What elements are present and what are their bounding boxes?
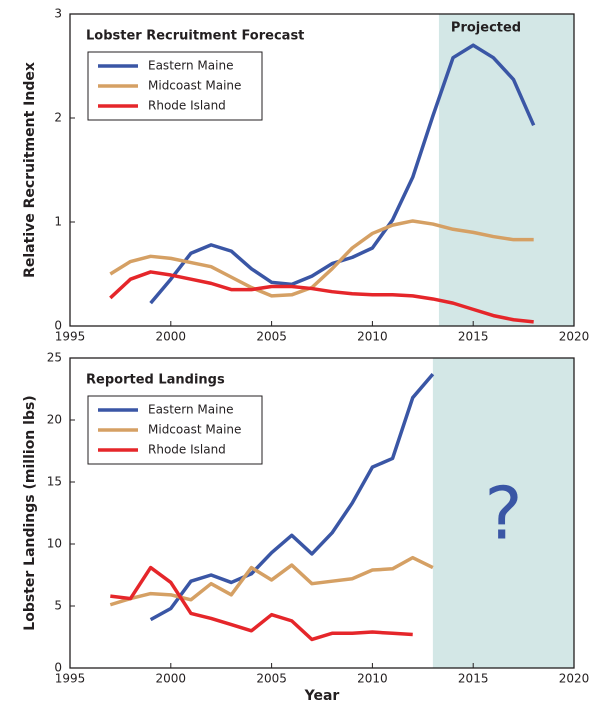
x-tick-label: 1995 (55, 672, 86, 686)
y-tick-label: 0 (54, 319, 62, 333)
x-tick-label: 2020 (559, 672, 590, 686)
legend-label: Eastern Maine (148, 59, 233, 73)
series-line (110, 565, 413, 642)
legend-label: Rhode Island (148, 443, 226, 457)
y-tick-label: 2 (54, 111, 62, 125)
series-line (109, 555, 434, 607)
series-line (109, 219, 534, 298)
y-tick-label: 3 (54, 7, 62, 21)
legend-label: Midcoast Maine (148, 79, 241, 93)
projected-region (432, 358, 574, 668)
y-tick-label: 1 (54, 215, 62, 229)
projected-region (438, 14, 574, 326)
legend-label: Eastern Maine (148, 403, 233, 417)
x-tick-label: 2015 (458, 330, 489, 344)
x-axis-label: Year (304, 688, 340, 704)
x-tick-label: 2005 (256, 330, 287, 344)
x-tick-label: 2000 (156, 672, 187, 686)
x-tick-label: 2020 (559, 330, 590, 344)
annotation: Projected (451, 21, 521, 36)
x-tick-label: 2010 (357, 330, 388, 344)
x-tick-label: 1995 (55, 330, 86, 344)
y-tick-label: 20 (47, 413, 62, 427)
y-tick-label: 15 (47, 475, 62, 489)
x-tick-label: 2005 (256, 672, 287, 686)
y-tick-label: 25 (47, 351, 62, 365)
y-tick-label: 10 (47, 537, 62, 551)
chart-title: Lobster Recruitment Forecast (86, 29, 304, 44)
chart-title: Reported Landings (86, 373, 225, 388)
plot-frame (69, 357, 575, 669)
annotation: ? (484, 472, 522, 556)
plot-frame (69, 13, 575, 327)
legend-label: Midcoast Maine (148, 423, 241, 437)
y-tick-label: 0 (54, 661, 62, 675)
y-axis-label: Relative Recruitment Index (22, 62, 38, 278)
series-line (109, 270, 534, 324)
x-tick-label: 2010 (357, 672, 388, 686)
series-line (149, 372, 435, 622)
legend-label: Rhode Island (148, 99, 226, 113)
y-tick-label: 5 (54, 599, 62, 613)
x-tick-label: 2000 (156, 330, 187, 344)
y-axis-label: Lobster Landings (million lbs) (22, 395, 38, 630)
x-tick-label: 2015 (458, 672, 489, 686)
